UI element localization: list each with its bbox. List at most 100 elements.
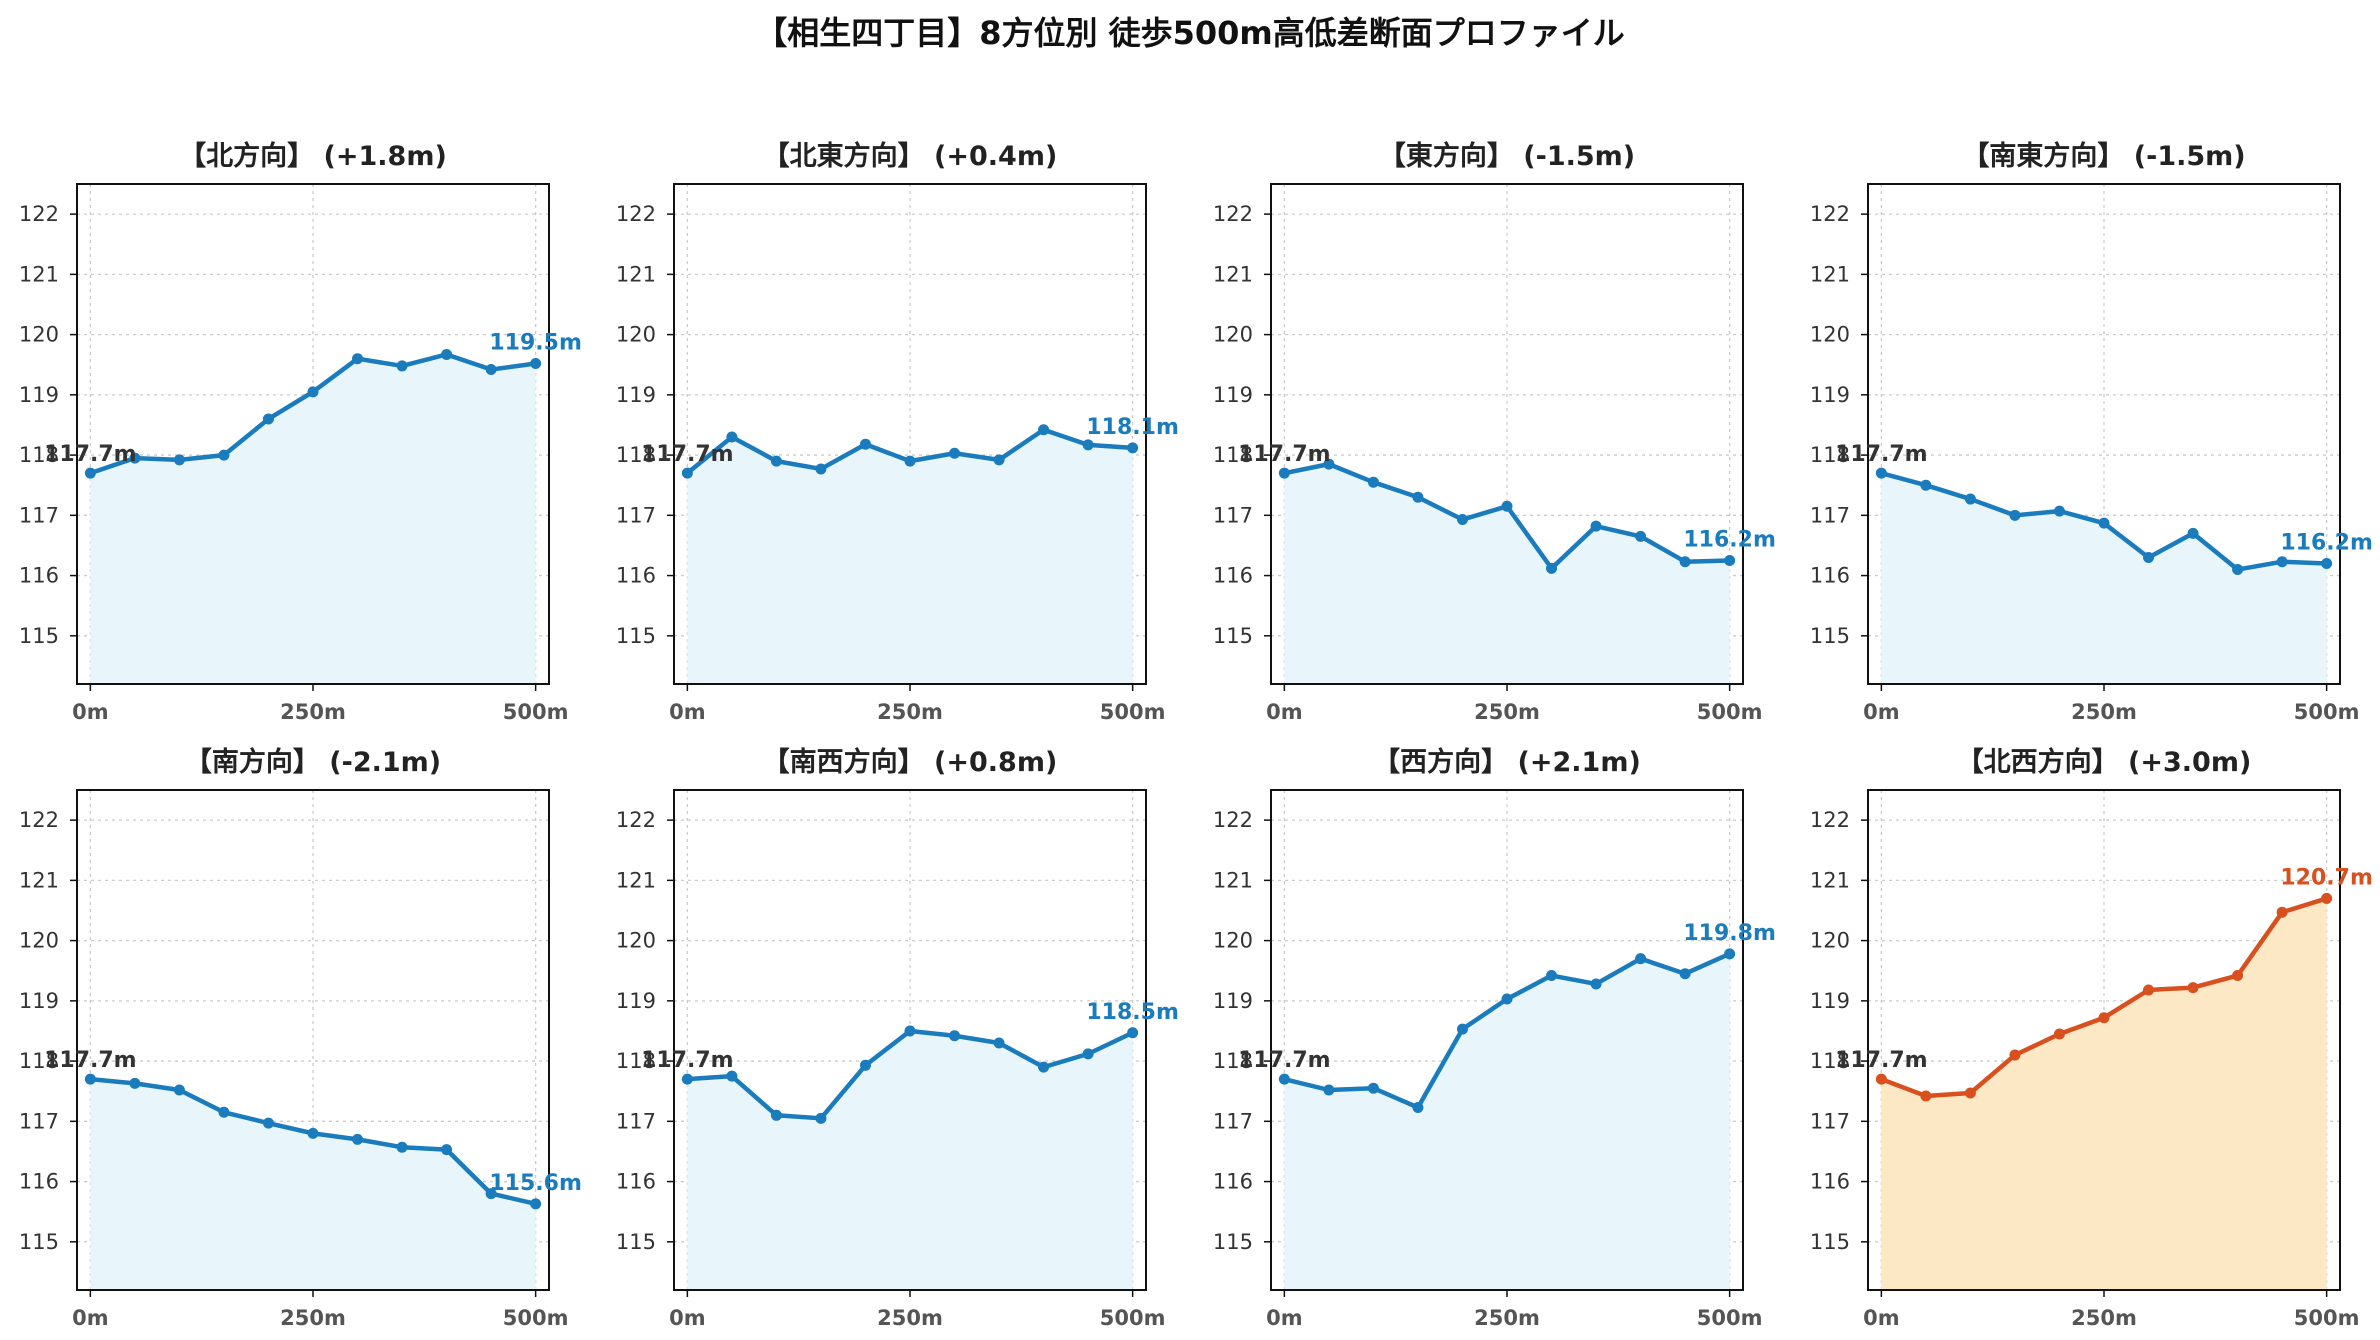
y-tick-label: 117 xyxy=(19,1109,59,1133)
data-point xyxy=(2321,892,2333,904)
data-point xyxy=(530,358,542,370)
panel-title: 【東方向】 (-1.5m) xyxy=(1379,140,1635,172)
data-point xyxy=(485,1188,497,1200)
x-tick-label: 0m xyxy=(669,700,706,724)
chart-panel-6: 115 116 117 118 119 120 121 122 0m 250m 500m 【南西方向】… xyxy=(616,746,1179,1330)
data-point xyxy=(441,348,453,360)
end-elevation-label: 116.2m xyxy=(2280,531,2373,556)
data-point xyxy=(2276,906,2288,918)
y-tick-label: 118 xyxy=(19,1049,59,1073)
y-tick-label: 121 xyxy=(19,262,59,286)
start-elevation-label: 117.7m xyxy=(641,1048,734,1073)
data-point xyxy=(949,447,961,459)
end-elevation-label: 120.7m xyxy=(2280,865,2373,890)
y-tick-label: 119 xyxy=(19,383,59,407)
y-tick-label: 122 xyxy=(1213,202,1253,226)
start-elevation-label: 117.7m xyxy=(1835,1048,1928,1073)
x-tick-label: 500m xyxy=(503,1306,569,1330)
y-tick-label: 121 xyxy=(19,868,59,892)
y-tick-label: 120 xyxy=(19,929,59,953)
x-tick-label: 500m xyxy=(2294,700,2360,724)
data-point xyxy=(262,1117,274,1129)
y-tick-label: 121 xyxy=(1213,868,1253,892)
y-tick-label: 115 xyxy=(19,1230,59,1254)
data-point xyxy=(1367,1082,1379,1094)
start-elevation-label: 117.7m xyxy=(641,442,734,467)
data-point xyxy=(904,1025,916,1037)
y-tick-label: 121 xyxy=(1810,868,1850,892)
y-tick-label: 121 xyxy=(616,868,656,892)
y-tick-label: 116 xyxy=(1213,1170,1253,1194)
start-elevation-label: 117.7m xyxy=(44,442,137,467)
y-tick-label: 118 xyxy=(616,443,656,467)
data-point xyxy=(993,1037,1005,1049)
data-point xyxy=(441,1144,453,1156)
y-tick-label: 119 xyxy=(616,383,656,407)
data-point xyxy=(1323,458,1335,470)
data-point xyxy=(1501,500,1513,512)
x-tick-label: 0m xyxy=(1863,700,1900,724)
y-tick-label: 116 xyxy=(616,1170,656,1194)
end-elevation-label: 116.2m xyxy=(1683,528,1776,553)
y-tick-label: 119 xyxy=(1810,383,1850,407)
data-point xyxy=(859,438,871,450)
data-point xyxy=(2143,551,2155,563)
data-point xyxy=(993,454,1005,466)
chart-panel-3: 115 116 117 118 119 120 121 122 0m 250m 500m 【東方向】 … xyxy=(1213,140,1776,724)
panel-title: 【北西方向】 (+3.0m) xyxy=(1957,746,2252,778)
data-point xyxy=(1724,948,1736,960)
y-tick-label: 120 xyxy=(1213,323,1253,347)
data-point xyxy=(681,467,693,479)
data-point xyxy=(1590,520,1602,532)
data-point xyxy=(2187,527,2199,539)
data-point xyxy=(1590,978,1602,990)
start-elevation-label: 117.7m xyxy=(1238,1048,1331,1073)
y-tick-label: 115 xyxy=(19,624,59,648)
data-point xyxy=(2232,970,2244,982)
data-point xyxy=(815,1112,827,1124)
data-point xyxy=(1412,1101,1424,1113)
x-tick-label: 0m xyxy=(72,700,109,724)
data-point xyxy=(1278,467,1290,479)
y-tick-label: 122 xyxy=(1810,202,1850,226)
data-point xyxy=(2053,1028,2065,1040)
end-elevation-label: 118.5m xyxy=(1086,1000,1179,1025)
data-point xyxy=(218,449,230,461)
x-tick-label: 500m xyxy=(1100,1306,1166,1330)
x-tick-label: 0m xyxy=(1863,1306,1900,1330)
y-tick-label: 116 xyxy=(19,564,59,588)
data-point xyxy=(307,386,319,398)
x-tick-label: 250m xyxy=(280,700,346,724)
x-tick-label: 250m xyxy=(2071,700,2137,724)
x-tick-label: 500m xyxy=(2294,1306,2360,1330)
end-elevation-label: 118.1m xyxy=(1086,415,1179,440)
elevation-area xyxy=(90,354,536,684)
chart-panel-8: 115 116 117 118 119 120 121 122 0m 250m 500m 【北西方向】… xyxy=(1810,746,2373,1330)
data-point xyxy=(1875,1073,1887,1085)
x-tick-label: 0m xyxy=(1266,700,1303,724)
y-tick-label: 115 xyxy=(1810,624,1850,648)
data-point xyxy=(262,413,274,425)
data-point xyxy=(904,455,916,467)
data-point xyxy=(129,1077,141,1089)
y-tick-label: 122 xyxy=(616,808,656,832)
data-point xyxy=(1038,1061,1050,1073)
data-point xyxy=(2098,517,2110,529)
y-tick-label: 117 xyxy=(19,503,59,527)
elevation-area xyxy=(687,1030,1133,1290)
data-point xyxy=(2098,1012,2110,1024)
elevation-area xyxy=(687,429,1133,684)
elevation-area xyxy=(1284,464,1730,684)
data-point xyxy=(1875,467,1887,479)
data-point xyxy=(129,452,141,464)
y-tick-label: 118 xyxy=(1213,1049,1253,1073)
y-tick-label: 116 xyxy=(19,1170,59,1194)
data-point xyxy=(1038,424,1050,436)
data-point xyxy=(1127,442,1139,454)
data-point xyxy=(2053,505,2065,517)
data-point xyxy=(396,360,408,372)
data-point xyxy=(1920,479,1932,491)
data-point xyxy=(1278,1073,1290,1085)
data-point xyxy=(1724,555,1736,567)
data-point xyxy=(770,455,782,467)
